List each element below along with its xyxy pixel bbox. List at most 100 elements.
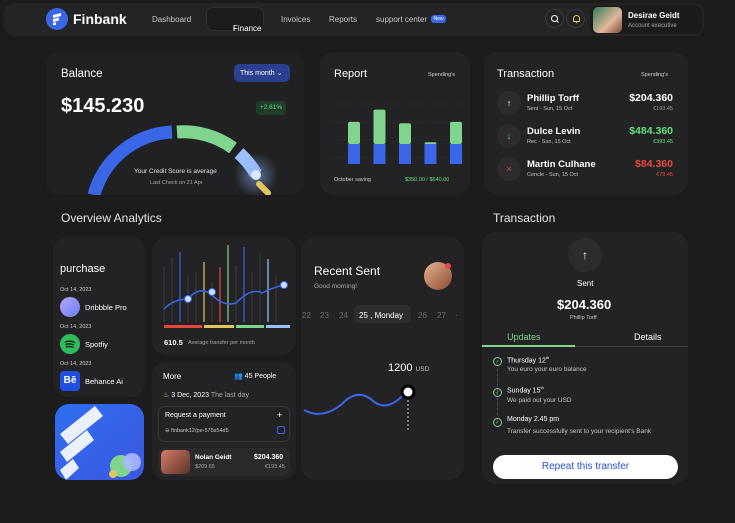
credit-score-text: Your Credit Score is average [134,168,217,175]
gauge-segment-blue [87,125,173,195]
people-label: 45 People [244,373,277,380]
transfer-recipient: Phillip Torff [570,315,597,321]
selected-day[interactable] [354,305,411,323]
gauge-segment-green [176,125,237,154]
day-23[interactable]: 23 [320,311,329,320]
chevron-down-icon: ⌄ [276,70,283,77]
notification-button[interactable] [566,9,585,28]
timeline-title: Monday 2.45 pm [507,416,560,423]
tab-indicator [482,345,575,347]
transaction-name[interactable]: Dulce Levin [527,126,581,137]
transaction-filter[interactable]: Spending's [641,72,669,78]
finbank-mark-icon [60,406,141,480]
dribbble-icon [60,297,80,317]
people-icon: 👥 [234,373,243,380]
day-22[interactable]: 22 [302,311,311,320]
timeline-title-text: Thursday 12 [507,357,546,365]
purchase-name[interactable]: Dribbble Pro [85,303,127,312]
balance-amount: $145.230 [61,95,145,117]
balance-title: Balance [61,68,103,80]
plus-icon[interactable]: + [277,410,283,420]
nav-support-center[interactable]: support center [376,15,428,24]
promo-card[interactable] [55,404,144,480]
link-icon: ⊖ [165,428,170,434]
fire-icon: ♨ [163,392,170,399]
nav-reports[interactable]: Reports [329,15,358,24]
recent-sent-title: Recent Sent [314,264,381,278]
contact-name: Nolan Geidt [195,454,232,461]
report-filter[interactable]: Spending's [428,72,456,78]
purchase-date: Oct 14, 2023 [60,361,92,367]
gauge-knob [251,170,261,180]
arrow-up-icon: ↑ [568,238,602,272]
nav-dashboard[interactable]: Dashboard [152,15,192,24]
profile-name: Desirae Geidt [628,11,680,20]
transaction-amount: $84.360 [635,158,673,170]
transfer-action: Sent [577,279,594,288]
transaction-euro: €193.45 [653,106,673,112]
credit-score-gauge [87,125,278,195]
tab-divider [482,346,688,347]
transaction-euro: €393.45 [653,139,673,145]
finbank-logo-icon[interactable] [46,8,68,30]
status-dot [445,263,451,269]
transaction-title: Transaction [497,68,555,80]
contact-avatar [161,450,190,474]
transaction-name[interactable]: Phillip Torff [527,93,580,104]
profile-role: Account executive [628,23,677,29]
selected-day-name: Monday [374,311,404,320]
purchase-name[interactable]: Behance Ai [85,377,123,386]
sent-trend-chart [303,384,416,430]
transaction-name[interactable]: Martin Culhane [527,159,596,170]
report-bar [348,121,360,164]
purchase-date: Oct 14, 2023 [60,287,92,293]
day-26[interactable]: 26 [418,311,427,320]
purchase-card [53,237,145,397]
greeting: Good morning! [314,283,357,290]
check-icon: ✓ [493,418,502,427]
arrow-up-icon: ↑ [497,91,521,115]
sent-amount: 1200 USD [388,362,429,374]
timeline-title: Thursday 12th [507,355,549,364]
report-bar [450,121,462,164]
tab-updates[interactable]: Updates [507,332,541,342]
app-name: Finbank [73,11,127,27]
report-chart [330,103,465,164]
nav-invoices[interactable]: Invoices [281,15,311,24]
spotify-icon [60,334,80,354]
transaction-sub: Sent - Sun, 15 Oct [527,106,573,112]
avatar [593,7,622,33]
analytics-card [152,237,296,355]
check-icon: ✓ [493,357,502,366]
top-nav [4,3,704,36]
request-payment-box[interactable] [158,406,290,442]
transfer-amount: $204.360 [557,297,612,312]
purchase-name[interactable]: Spotfiy [85,340,108,349]
day-24[interactable]: 24 [339,311,348,320]
request-payment-label[interactable]: Request a payment [165,412,226,419]
contact-amount: $204.360 [254,454,284,461]
contact-euro: €193.45 [265,464,285,470]
day-more: · [455,311,458,320]
period-dropdown[interactable]: This month ⌄ [234,64,290,82]
day-27[interactable]: 27 [437,311,446,320]
analytics-chart [163,245,290,328]
contact-sub: $209.65 [195,464,215,470]
nav-finance[interactable]: • Finance [206,7,264,33]
report-footer-values: $350.00 / $640.00 [405,177,449,183]
profile-menu[interactable]: Desirae Geidt Account executive [590,5,702,34]
transfer-detail-card [482,232,688,484]
copy-icon[interactable] [277,426,285,434]
timeline-title: Sunday 15th [507,385,544,394]
report-bar [373,109,386,164]
transaction-euro: €79.45 [656,172,673,178]
tab-details[interactable]: Details [634,332,662,342]
payment-link-text[interactable]: finbank12/pe-575s54d5 [171,428,229,434]
repeat-transfer-button[interactable]: Repeat this transfer [493,455,678,479]
timeline-title-sup: th [545,355,550,360]
search-button[interactable] [545,9,564,28]
people-count: 👥 45 People [234,372,276,380]
more-date: ♨ 3 Dec, 2023 The last day [163,391,249,399]
new-badge: New [431,15,446,23]
